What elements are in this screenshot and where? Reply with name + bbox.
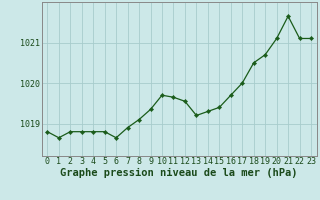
X-axis label: Graphe pression niveau de la mer (hPa): Graphe pression niveau de la mer (hPa) <box>60 168 298 178</box>
